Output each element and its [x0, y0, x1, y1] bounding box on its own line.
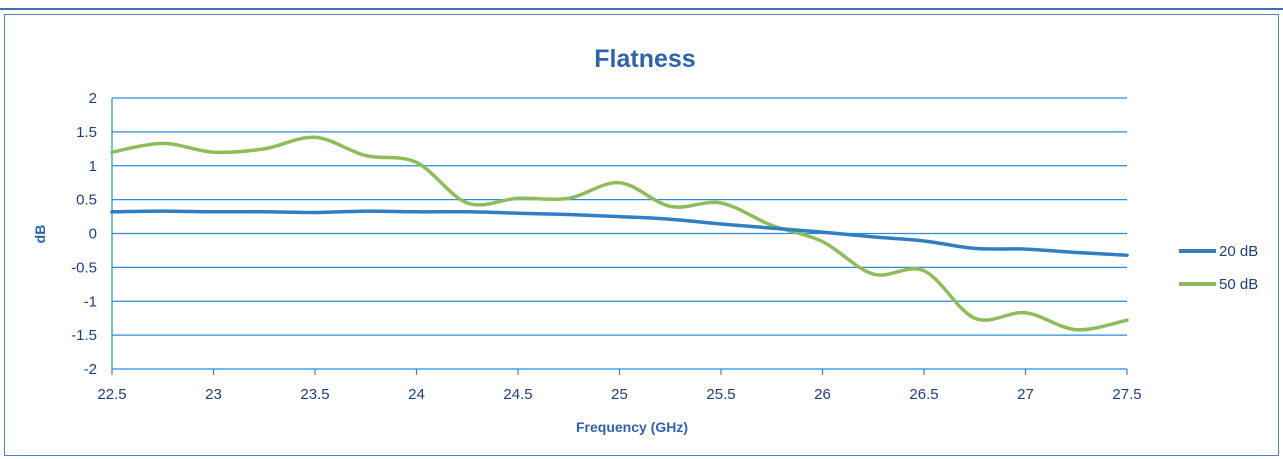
y-tick-label: 0: [89, 226, 97, 243]
y-axis-ticks: 2 1.5 1 0.5 0 -0.5 -1 -1.5 -2: [71, 90, 97, 378]
chart-title: Flatness: [594, 45, 695, 73]
series-line-20-db: [110, 209, 1129, 257]
x-tick-label: 26.5: [909, 386, 938, 403]
legend-label: 50 dB: [1219, 276, 1258, 293]
y-tick-label: -2: [84, 361, 97, 378]
x-tick-label: 23: [205, 386, 222, 403]
series-line-50-db: [110, 135, 1129, 332]
y-tick-label: 1.5: [76, 124, 97, 141]
x-tick-label: 24.5: [503, 386, 532, 403]
x-tick-label: 24: [408, 386, 425, 403]
x-tick-label: 22.5: [97, 386, 126, 403]
y-axis-label: dB: [32, 225, 48, 244]
y-tick-label: -1: [84, 293, 97, 310]
y-tick-label: 2: [89, 90, 97, 107]
x-tick-label: 25.5: [706, 386, 735, 403]
x-tick-label: 27.5: [1112, 386, 1141, 403]
x-tick-label: 25: [611, 386, 628, 403]
series-lines: [110, 135, 1129, 332]
legend: 20 dB 50 dB: [1179, 243, 1258, 293]
x-axis-label: Frequency (GHz): [576, 419, 688, 435]
x-tick-label: 23.5: [300, 386, 329, 403]
y-tick-label: -1.5: [71, 327, 97, 344]
gridlines: [111, 97, 1127, 370]
legend-label: 20 dB: [1219, 243, 1258, 260]
y-tick-label: -0.5: [71, 259, 97, 276]
y-tick-label: 1: [89, 158, 97, 175]
top-border-strip: [0, 0, 1283, 10]
x-tick-label: 27: [1017, 386, 1034, 403]
x-axis-ticks: 22.5 23 23.5 24 24.5 25 25.5 26 26.5 27 27.5: [97, 369, 1142, 403]
chart-frame: [4, 14, 1279, 456]
y-tick-label: 0.5: [76, 192, 97, 209]
x-tick-label: 26: [814, 386, 831, 403]
